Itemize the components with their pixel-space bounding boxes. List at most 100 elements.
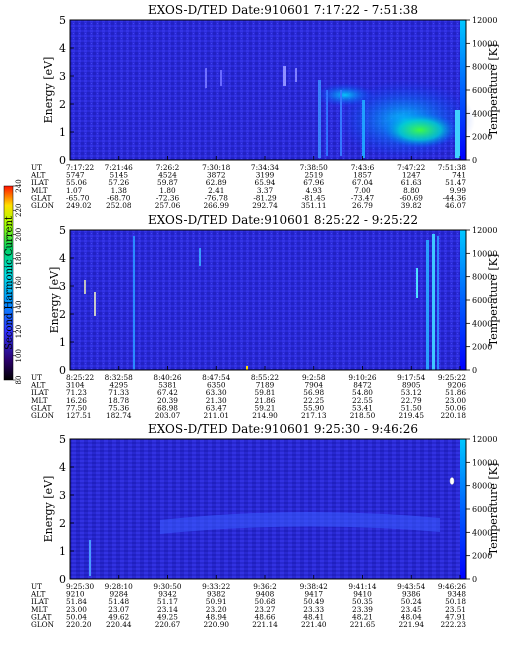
energy-tick-label: 2 [59,308,66,321]
temperature-tick-label: 2000 [472,133,492,142]
orbit-value: 203.07 [155,411,181,420]
orbit-value: 50.18 [445,597,466,606]
energy-tick-label: 2 [59,98,66,111]
orbit-value: 9.99 [450,186,467,195]
time-tick-label: 8:32:58 [105,373,133,382]
energy-tick-label: 1 [59,545,66,558]
time-tick-label: 9:30:50 [153,582,181,591]
time-tick-label: 7:34:34 [251,163,279,172]
time-tick-label: 9:17:54 [397,373,425,382]
orbit-value: 351.11 [301,201,327,210]
orbit-value: 6350 [207,381,226,390]
time-tick-label: 7:17:22 [66,163,94,172]
time-tick-label: 8:47:54 [202,373,230,382]
orbit-value: 51.50 [401,403,422,412]
orbit-value: 51.48 [108,597,129,606]
orbit-value: 220.18 [440,411,466,420]
orbit-value: 49.25 [157,612,178,621]
orbit-row-label: UT [31,373,42,382]
orbit-value: 221.14 [252,620,278,629]
orbit-value: 50.35 [352,597,373,606]
energy-tick-label: 1 [59,126,66,139]
orbit-row-label: GLON [31,201,55,210]
orbit-row-label: GLAT [31,193,52,202]
orbit-value: 23.27 [255,605,276,614]
temperature-tick-label: 10000 [472,458,497,467]
time-tick-label: 7:51:38 [438,163,466,172]
orbit-value: 221.94 [398,620,424,629]
orbit-value: 4.93 [306,186,323,195]
time-tick-label: 8:55:22 [251,373,279,382]
panel-1-ylabel: Energy [eV] [42,57,55,124]
orbit-value: 59.87 [157,178,178,187]
orbit-value: 9382 [207,590,226,599]
orbit-row-label: ALT [30,171,46,180]
orbit-value: 48.04 [401,612,422,621]
temperature-tick-label: 0 [472,366,477,375]
orbit-value: 1.80 [159,186,176,195]
orbit-row-label: ALT [30,381,46,390]
orbit-row-label: UT [31,582,42,591]
orbit-value: 219.45 [398,411,424,420]
orbit-row-label: GLON [31,411,55,420]
panel-3-right-axis: 0 2000 4000 6000 8000 10000 12000 [466,435,497,584]
time-tick-label: 9:41:14 [348,582,376,591]
orbit-value: 59.81 [255,388,276,397]
orbit-value: 22.25 [303,396,324,405]
energy-tick-label: 0 [59,573,66,586]
orbit-value: 9210 [66,590,85,599]
energy-tick-label: 4 [59,461,66,474]
panel-2: EXOS-D/TED Date:910601 8:25:22 - 9:25:22… [30,213,500,420]
panel-3-title: EXOS-D/TED Date:910601 9:25:30 - 9:46:26 [148,422,418,436]
orbit-value: 9417 [304,590,323,599]
temperature-tick-label: 12000 [472,435,497,444]
orbit-value: 67.42 [157,388,178,397]
orbit-value: 1857 [353,171,372,180]
time-tick-label: 9:2:58 [302,373,326,382]
orbit-value: 1.07 [66,186,83,195]
temperature-tick-label: 8000 [472,482,492,491]
orbit-value: 3199 [256,171,275,180]
time-tick-label: 7:21:46 [105,163,133,172]
orbit-row-label: GLON [31,620,55,629]
temperature-tick-label: 12000 [472,226,497,235]
colorbar-tick-label: 240 [15,179,23,192]
panel-2-title: EXOS-D/TED Date:910601 8:25:22 - 9:25:22 [148,213,418,227]
energy-tick-label: 5 [59,433,66,446]
orbit-value: 51.86 [445,388,466,397]
temperature-tick-label: 12000 [472,16,497,25]
temperature-tick-label: 4000 [472,109,492,118]
panel-3-heatmap [70,439,460,579]
panel-1-temperature-strip [460,20,466,160]
energy-tick-label: 4 [59,252,66,265]
orbit-value: 7904 [304,381,323,390]
orbit-value: 3872 [207,171,226,180]
time-tick-label: 9:46:26 [438,582,466,591]
orbit-value: 3104 [66,381,85,390]
orbit-value: 220.20 [66,620,92,629]
panel-3-white-spot [449,477,455,485]
temperature-tick-label: 4000 [472,528,492,537]
orbit-value: 3.37 [257,186,274,195]
orbit-value: -72.36 [156,193,180,202]
orbit-value: 21.86 [255,396,276,405]
orbit-value: 220.67 [155,620,181,629]
orbit-value: 4524 [158,171,177,180]
panel-3-temperature-strip [460,439,466,579]
orbit-value: 5145 [109,171,128,180]
time-tick-label: 7:43:6 [351,163,375,172]
orbit-value: 218.50 [350,411,376,420]
orbit-value: 51.47 [445,178,466,187]
colorbar-tick-label: 140 [15,301,23,314]
orbit-value: 48.66 [255,612,276,621]
temperature-tick-label: 0 [472,575,477,584]
orbit-value: 252.08 [106,201,132,210]
panel-2-ylabel-right: Temperature [K] [487,254,500,346]
time-tick-label: 7:38:50 [300,163,328,172]
orbit-row-label: MLT [31,186,48,195]
panel-3-left-axis: 0 1 2 3 4 5 [59,433,74,586]
orbit-value: 50.06 [445,403,466,412]
orbit-value: 20.39 [157,396,178,405]
orbit-value: -65.70 [66,193,90,202]
